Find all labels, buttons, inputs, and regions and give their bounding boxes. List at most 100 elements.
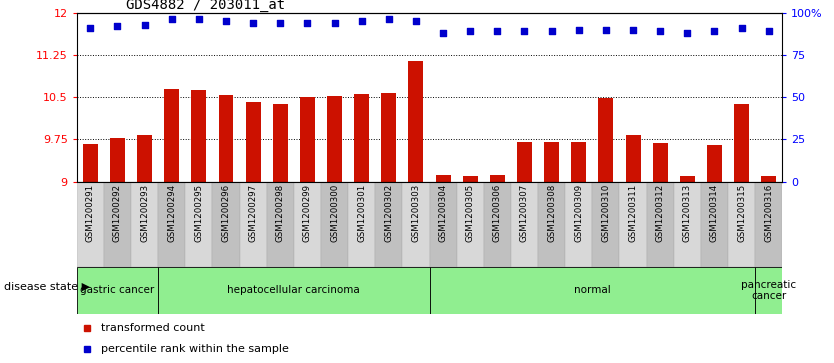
Text: GSM1200296: GSM1200296 [222,184,230,242]
Bar [381,93,396,182]
Bar [164,89,179,182]
Bar [511,182,538,267]
Bar [354,94,369,182]
Bar [517,142,532,182]
Bar [653,143,668,182]
Point [735,25,748,31]
Text: transformed count: transformed count [102,323,205,333]
Text: GDS4882 / 203011_at: GDS4882 / 203011_at [126,0,285,12]
Text: GSM1200316: GSM1200316 [764,184,773,242]
Text: GSM1200293: GSM1200293 [140,184,149,242]
Text: GSM1200307: GSM1200307 [520,184,529,242]
Bar [267,182,294,267]
Text: disease state ▶: disease state ▶ [4,282,90,292]
Text: GSM1200311: GSM1200311 [629,184,637,242]
Text: GSM1200300: GSM1200300 [330,184,339,242]
Bar [761,176,776,182]
Text: pancreatic
cancer: pancreatic cancer [741,280,796,301]
Bar [246,102,260,182]
Bar [430,267,755,314]
Point [654,28,667,34]
Point [762,28,776,34]
Text: gastric cancer: gastric cancer [80,285,154,295]
Text: GSM1200314: GSM1200314 [710,184,719,242]
Bar [300,97,315,182]
Bar [77,182,104,267]
Bar [110,138,125,182]
Text: GSM1200297: GSM1200297 [249,184,258,242]
Bar [626,135,641,182]
Point [464,28,477,34]
Text: GSM1200315: GSM1200315 [737,184,746,242]
Point [599,27,612,33]
Bar [620,182,646,267]
Point [111,23,124,29]
Bar [463,176,478,182]
Bar [457,182,484,267]
Bar [707,145,722,182]
Bar [131,182,158,267]
Bar [185,182,213,267]
Bar [571,142,586,182]
Text: percentile rank within the sample: percentile rank within the sample [102,344,289,354]
Bar [674,182,701,267]
Point [246,20,259,26]
Text: GSM1200312: GSM1200312 [656,184,665,242]
Text: GSM1200301: GSM1200301 [357,184,366,242]
Point [328,20,341,26]
Bar [77,267,158,314]
Point [681,30,694,36]
Text: GSM1200302: GSM1200302 [384,184,394,242]
Point [490,28,504,34]
Text: GSM1200306: GSM1200306 [493,184,502,242]
Bar [213,182,239,267]
Point [626,27,640,33]
Bar [430,182,457,267]
Point [301,20,314,26]
Bar [490,175,505,182]
Bar [599,98,613,182]
Text: GSM1200310: GSM1200310 [601,184,610,242]
Point [83,25,97,31]
Point [138,22,151,28]
Point [545,28,558,34]
Bar [484,182,511,267]
Bar [538,182,565,267]
Bar [409,61,424,182]
Bar [191,90,206,182]
Bar [755,182,782,267]
Point [572,27,585,33]
Bar [375,182,402,267]
Bar [219,95,234,182]
Bar [402,182,430,267]
Point [192,17,205,23]
Bar [83,144,98,182]
Point [409,18,423,24]
Bar [158,267,430,314]
Text: GSM1200298: GSM1200298 [276,184,284,242]
Text: GSM1200303: GSM1200303 [411,184,420,242]
Bar [137,135,152,182]
Bar [592,182,620,267]
Bar [701,182,728,267]
Bar [321,182,348,267]
Bar [565,182,592,267]
Bar [327,96,342,182]
Text: GSM1200309: GSM1200309 [575,184,583,242]
Text: GSM1200308: GSM1200308 [547,184,556,242]
Text: GSM1200292: GSM1200292 [113,184,122,242]
Point [518,28,531,34]
Point [708,28,721,34]
Bar [680,176,695,182]
Point [436,30,450,36]
Text: normal: normal [574,285,610,295]
Text: GSM1200313: GSM1200313 [683,184,692,242]
Text: hepatocellular carcinoma: hepatocellular carcinoma [228,285,360,295]
Point [219,18,233,24]
Point [355,18,369,24]
Text: GSM1200294: GSM1200294 [167,184,176,242]
Text: GSM1200295: GSM1200295 [194,184,203,242]
Bar [158,182,185,267]
Bar [348,182,375,267]
Text: GSM1200291: GSM1200291 [86,184,95,242]
